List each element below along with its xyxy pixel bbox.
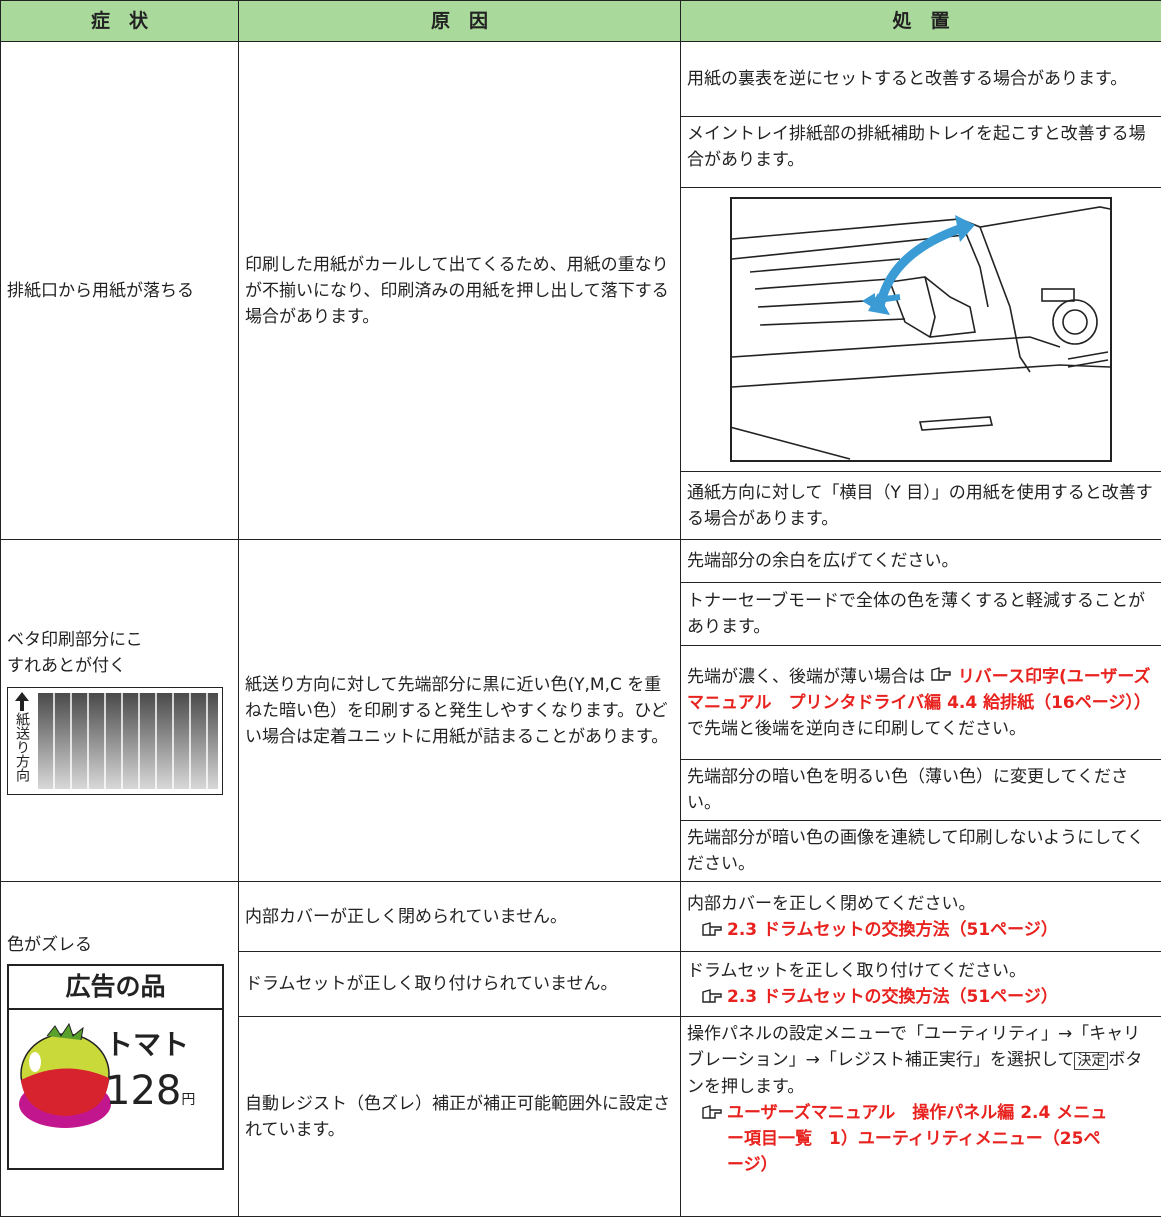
remedy: 先端部分が暗い色の画像を連続して印刷しないようにしてください。	[687, 828, 1144, 874]
key-label: 決定	[1074, 1052, 1108, 1070]
header-cell: 症 状	[1, 1, 239, 42]
remedy: 通紙方向に対して「横目（Y 目）」の用紙を使用すると改善する場合があります。	[687, 483, 1153, 529]
remedy-wrap: 操作パネルの設定メニューで「ユーティリティ」→「キャリブレーション」→「レジスト…	[687, 1021, 1155, 1100]
remedy-cell: 用紙の裏表を逆にセットすると改善する場合があります。	[681, 42, 1161, 117]
remedy: 先端部分の余白を広げてください。	[687, 551, 959, 571]
feed-diagram: 紙送り方向	[7, 687, 223, 795]
symptom-cell: ベタ印刷部分にこすれあとが付く 紙送り方向	[1, 540, 239, 882]
remedy: で先端と後端を逆向きに印刷してください。	[687, 719, 1026, 739]
remedy: 先端が濃く、後端が薄い場合は	[687, 667, 925, 687]
ref-link[interactable]: 2.3 ドラムセットの交換方法（51ページ）	[727, 984, 1058, 1010]
remedy-cell: 先端部分の余白を広げてください。	[681, 540, 1161, 583]
cause-cell: 印刷した用紙がカールして出てくるため、用紙の重なりが不揃いになり、印刷済みの用紙…	[239, 42, 681, 540]
cause: 内部カバーが正しく閉められていません。	[245, 907, 567, 927]
ref-line: 2.3 ドラムセットの交換方法（51ページ）	[687, 917, 1155, 943]
remedy-cell: 通紙方向に対して「横目（Y 目）」の用紙を使用すると改善する場合があります。	[681, 472, 1161, 540]
ref-icon	[701, 1104, 723, 1120]
remedy-cell: 先端部分が暗い色の画像を連続して印刷しないようにしてください。	[681, 821, 1161, 882]
cause: ドラムセットが正しく取り付けられていません。	[245, 974, 617, 994]
remedy-cell: 先端部分の暗い色を明るい色（薄い色）に変更してください。	[681, 760, 1161, 821]
symptom: ベタ印刷部分にこすれあとが付く	[7, 627, 157, 679]
remedy-cell: 操作パネルの設定メニューで「ユーティリティ」→「キャリブレーション」→「レジスト…	[681, 1017, 1161, 1217]
badge-item: トマト	[105, 1032, 189, 1058]
ref-line: 2.3 ドラムセットの交換方法（51ページ）	[687, 984, 1155, 1010]
cause: 紙送り方向に対して先端部分に黒に近い色(Y,M,C を重ねた暗い色）を印刷すると…	[245, 675, 668, 747]
ref-link[interactable]: ユーザーズマニュアル 操作パネル編 2.4 メニュー項目一覧 1）ユーティリティ…	[727, 1100, 1117, 1178]
remedy: トナーセーブモードで全体の色を薄くすると軽減することがあります。	[687, 591, 1145, 637]
tomato-icon	[17, 1022, 117, 1132]
cause-cell: ドラムセットが正しく取り付けられていません。	[239, 952, 681, 1017]
diagram-label: 紙送り方向	[14, 712, 30, 782]
remedy-cell: 内部カバーを正しく閉めてください。 2.3 ドラムセットの交換方法（51ページ）	[681, 882, 1161, 952]
ref-icon	[701, 921, 723, 937]
cause: 自動レジスト（色ズレ）補正が補正可能範囲外に設定されています。	[245, 1094, 670, 1140]
remedy: ドラムセットを正しく取り付けてください。	[687, 958, 1155, 984]
remedy: 先端部分の暗い色を明るい色（薄い色）に変更してください。	[687, 767, 1128, 813]
symptom: 排紙口から用紙が落ちる	[7, 281, 194, 301]
header-row: 症 状 原 因 処 置	[1, 1, 1161, 42]
cause-cell: 紙送り方向に対して先端部分に黒に近い色(Y,M,C を重ねた暗い色）を印刷すると…	[239, 540, 681, 882]
ref-link[interactable]: 2.3 ドラムセットの交換方法（51ページ）	[727, 917, 1058, 943]
badge-title: 広告の品	[9, 966, 222, 1010]
printer-illustration	[730, 197, 1112, 462]
remedy-cell: メイントレイ排紙部の排紙補助トレイを起こすと改善する場合があります。	[681, 117, 1161, 188]
figure-cell	[681, 188, 1161, 472]
remedy-cell: 先端が濃く、後端が薄い場合は リバース印字(ユーザーズマニュアル プリンタドライ…	[681, 646, 1161, 760]
cause-cell: 内部カバーが正しく閉められていません。	[239, 882, 681, 952]
header-cell: 処 置	[681, 1, 1161, 42]
ref-icon	[930, 666, 952, 682]
remedy-cell: トナーセーブモードで全体の色を薄くすると軽減することがあります。	[681, 583, 1161, 646]
ad-badge: 広告の品 トマト 128円	[7, 964, 224, 1170]
remedy: 操作パネルの設定メニューで「ユーティリティ」→「キャリブレーション」→「レジスト…	[687, 1024, 1140, 1070]
symptom-cell: 色がズレる 広告の品 トマト 128円	[1, 882, 239, 1217]
badge-price: 128	[105, 1068, 181, 1114]
remedy: 用紙の裏表を逆にセットすると改善する場合があります。	[687, 69, 1127, 89]
remedy-cell: ドラムセットを正しく取り付けてください。 2.3 ドラムセットの交換方法（51ペ…	[681, 952, 1161, 1017]
gradient-block	[38, 693, 218, 789]
arrow-up	[14, 692, 30, 712]
header-cell: 原 因	[239, 1, 681, 42]
symptom: 色がズレる	[7, 932, 232, 958]
symptom-cell: 排紙口から用紙が落ちる	[1, 42, 239, 540]
ref-icon	[701, 988, 723, 1004]
badge-unit: 円	[181, 1092, 195, 1108]
remedy: 内部カバーを正しく閉めてください。	[687, 891, 1155, 917]
ref-line: ユーザーズマニュアル 操作パネル編 2.4 メニュー項目一覧 1）ユーティリティ…	[687, 1100, 1155, 1178]
cause-cell: 自動レジスト（色ズレ）補正が補正可能範囲外に設定されています。	[239, 1017, 681, 1217]
remedy: メイントレイ排紙部の排紙補助トレイを起こすと改善する場合があります。	[687, 124, 1146, 170]
cause: 印刷した用紙がカールして出てくるため、用紙の重なりが不揃いになり、印刷済みの用紙…	[245, 255, 669, 327]
badge-price-wrap: 128円	[105, 1078, 195, 1113]
